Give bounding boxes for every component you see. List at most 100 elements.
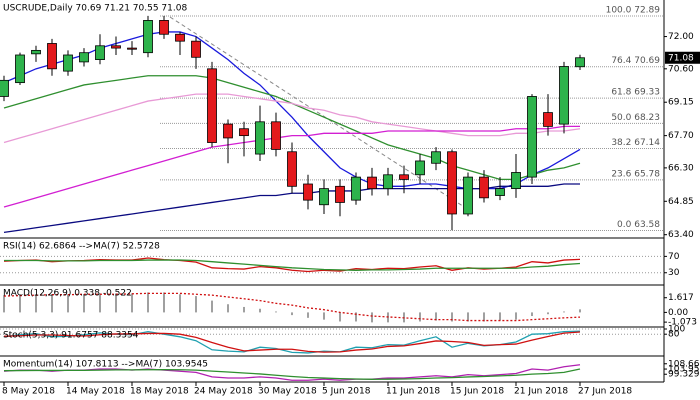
y-tick-label: 30 <box>668 268 680 278</box>
y-tick-label: 103.95 <box>668 365 700 375</box>
macd-bar <box>163 292 165 313</box>
candle-body <box>143 20 153 54</box>
panel-title: MACD(12,26,9) 0.338 -0.522 <box>3 289 132 299</box>
candle-body <box>31 49 41 55</box>
macd-bar <box>579 309 581 313</box>
fib-label: 50.0 68.23 <box>611 113 660 123</box>
candle-body <box>351 176 361 201</box>
macd-bar <box>147 292 149 313</box>
macd-bar <box>451 312 453 322</box>
trend-line <box>169 16 473 213</box>
candle-body <box>271 121 281 150</box>
macd-bar <box>467 312 469 322</box>
candle-body <box>47 43 57 70</box>
macd-bar <box>515 312 517 320</box>
candle-body <box>447 151 457 215</box>
candle-body <box>479 176 489 199</box>
macd-bar <box>291 312 293 316</box>
candle-body <box>255 121 265 155</box>
macd-bar <box>275 311 277 313</box>
macd-bar <box>307 312 309 318</box>
candle-body <box>111 45 121 49</box>
y-tick-label: 80 <box>668 330 680 340</box>
candle-body <box>207 68 217 143</box>
y-tick-label: 99.329 <box>668 370 700 380</box>
y-tick-label: 0.00 <box>668 308 688 318</box>
x-tick-label: 8 May 2018 <box>2 387 55 397</box>
macd-bar <box>211 300 213 313</box>
macd-bar <box>339 312 341 322</box>
indicator-line <box>3 364 581 381</box>
candle-body <box>527 96 537 178</box>
panel-title: RSI(14) 62.6864 -->MA(7) 52.5728 <box>3 242 160 252</box>
fib-label: 38.2 67.14 <box>611 138 660 148</box>
macd-bar <box>563 311 565 313</box>
y-tick-label: 64.85 <box>668 197 694 207</box>
candle-body <box>79 52 89 63</box>
candle-body <box>223 123 233 139</box>
macd-bar <box>259 308 261 313</box>
y-tick-label: 70 <box>668 252 680 262</box>
candle-body <box>415 160 425 176</box>
candle-body <box>399 174 409 180</box>
candle-body <box>303 183 313 201</box>
x-tick-label: 24 May 2018 <box>194 387 253 397</box>
x-tick-label: 5 Jun 2018 <box>322 387 371 397</box>
candle-body <box>175 33 185 42</box>
x-tick-label: 14 May 2018 <box>66 387 125 397</box>
panel-title: Momentum(14) 107.8113 -->MA(7) 103.9545 <box>3 360 208 370</box>
x-tick-label: 30 May 2018 <box>258 387 317 397</box>
macd-bar <box>67 294 69 313</box>
macd-bar <box>547 312 549 315</box>
candle-body <box>335 185 345 203</box>
y-tick-label: 67.70 <box>668 131 694 141</box>
macd-bar <box>83 294 85 313</box>
x-tick-label: 27 Jun 2018 <box>578 387 632 397</box>
y-tick-label: -1.073 <box>668 318 697 328</box>
candle-body <box>463 176 473 215</box>
fib-label: 76.4 70.69 <box>611 56 660 66</box>
candle-body <box>287 151 297 187</box>
candle-body <box>367 176 377 190</box>
macd-bar <box>323 312 325 320</box>
candle-body <box>0 79 9 97</box>
macd-bar <box>499 312 501 321</box>
x-tick-label: 11 Jun 2018 <box>386 387 440 397</box>
panel-title: Stoch(5,3,3) 91.6757 88.3354 <box>3 331 139 341</box>
macd-bar <box>483 312 485 322</box>
panel-title: USCRUDE,Daily 70.69 71.21 70.55 71.08 <box>3 4 187 14</box>
indicator-line <box>4 259 581 271</box>
y-tick-label: 1.617 <box>668 293 694 303</box>
candle-body <box>575 57 585 68</box>
macd-bar <box>131 293 133 313</box>
candle-body <box>191 40 201 58</box>
candle-body <box>511 172 521 190</box>
macd-bar <box>227 304 229 313</box>
candle-body <box>239 128 249 137</box>
macd-bar <box>531 312 533 317</box>
y-tick-label: 69.15 <box>668 98 694 108</box>
indicator-line <box>3 331 581 353</box>
indicator-line <box>3 125 580 208</box>
candle-body <box>495 188 505 196</box>
candle-body <box>543 112 553 127</box>
macd-bar <box>19 294 21 313</box>
fib-label: 100.0 72.89 <box>606 6 661 16</box>
macd-bar <box>195 296 197 313</box>
indicator-line <box>3 257 581 273</box>
y-tick-label: 108.66 <box>668 359 700 369</box>
macd-bar <box>179 294 181 313</box>
y-tick-label: 66.30 <box>668 163 694 173</box>
x-tick-label: 21 Jun 2018 <box>514 387 568 397</box>
macd-bar <box>355 312 357 322</box>
last-price-box <box>665 51 700 64</box>
macd-bar <box>371 312 373 323</box>
candle-body <box>127 47 137 50</box>
macd-bar <box>51 294 53 313</box>
fib-label: 0.0 63.58 <box>617 220 660 230</box>
macd-bar <box>35 294 37 313</box>
y-tick-label: 70.60 <box>668 64 694 74</box>
macd-bar <box>435 312 437 321</box>
indicator-line <box>3 368 581 380</box>
